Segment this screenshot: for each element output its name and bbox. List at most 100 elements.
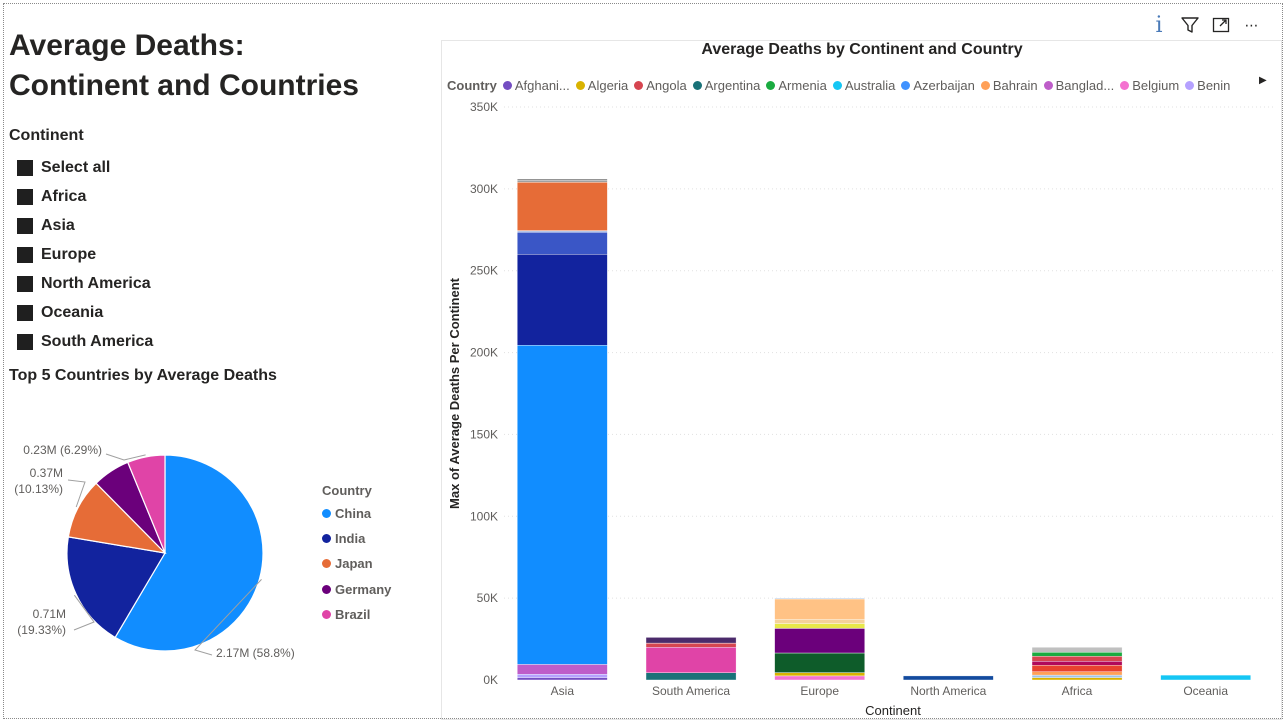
pie-chart-title: Top 5 Countries by Average Deaths [9,367,277,384]
x-tick-label: South America [652,684,730,698]
stacked-bar-chart[interactable]: 0K 50K 100K 150K 200K 250K 300K 350K Asia South A… [441,95,1283,720]
pie-legend-label: China [335,506,372,522]
bar-segment-asia[interactable] [517,344,608,665]
bar-segment-asia[interactable] [517,254,608,346]
bar-segment-africa[interactable] [1031,665,1123,672]
bar-segment-asia[interactable] [517,664,608,675]
bar-segment-oceania[interactable] [1160,674,1251,681]
legend-dot-icon [1043,80,1053,90]
bar-segment-asia[interactable] [517,677,608,681]
page-title-line1: Average Deaths: [9,29,245,62]
bar-legend-item[interactable]: Angola [634,78,687,93]
more-options-icon[interactable]: ⋯ [1244,16,1260,33]
pie-legend-label: India [335,531,366,547]
info-icon[interactable]: i [1155,12,1163,38]
bar-legend-item[interactable]: Algeria [575,78,628,93]
slicer-checkbox[interactable] [17,246,33,263]
bar-legend-label: Argentina [704,77,761,93]
legend-dot-icon [322,559,331,569]
bar-segment-africa[interactable] [1031,652,1123,657]
bar-segment-africa[interactable] [1031,647,1123,653]
bar-segment-south-america[interactable] [645,637,737,644]
pie-legend-item-china[interactable]: China [322,501,391,526]
pie-legend-item-japan[interactable]: Japan [322,551,391,576]
slicer-item-north-america[interactable]: North America [17,269,153,298]
bar-segment-asia[interactable] [517,230,608,233]
pie-slice-china[interactable] [114,454,264,652]
bar-segment-europe[interactable] [774,623,865,629]
bar-segment-asia[interactable] [517,674,608,678]
pie-legend-item-brazil[interactable]: Brazil [322,602,391,627]
bar-segment-europe[interactable] [774,598,865,620]
focus-mode-icon[interactable] [1210,12,1232,38]
slicer-checkbox[interactable] [17,304,33,321]
bar-segment-south-america[interactable] [645,672,737,681]
legend-next-arrow-icon[interactable]: ▶ [1259,75,1267,86]
bar-legend-label: Australia [844,77,896,93]
pie-chart[interactable]: 2.17M (58.8%) 0.71M (19.33%) 0.37M (10.13%) 0… [0,430,300,670]
slicer-item-europe[interactable]: Europe [17,240,153,269]
slicer-checkbox[interactable] [17,333,33,350]
slicer-item-africa[interactable]: Africa [17,182,153,211]
pie-data-label: 0.71M [33,607,66,621]
slicer-item-south-america[interactable]: South America [17,327,153,356]
slicer-checkbox[interactable] [17,275,33,292]
bar-segment-africa[interactable] [1031,656,1123,662]
bar-segment-africa[interactable] [1031,671,1123,676]
bar-segment-south-america[interactable] [645,647,737,673]
legend-dot-icon [322,584,331,594]
pie-leader-line [73,594,95,631]
bar-segment-asia[interactable] [517,231,608,255]
bar-segment-europe[interactable] [774,672,865,677]
bar-legend-item[interactable]: Azerbaijan [901,77,975,93]
pie-slice-india[interactable] [66,536,166,639]
bar-legend-label: Benin [1197,77,1231,93]
legend-dot-icon [322,509,331,519]
bar-segment-africa[interactable] [1031,674,1123,678]
pie-legend-label: Germany [335,581,392,597]
y-tick-label: 350K [470,100,498,114]
bar-segment-europe[interactable] [774,619,865,624]
bar-segment-europe[interactable] [774,628,865,654]
bar-segment-asia[interactable] [517,182,608,231]
slicer-item-select-all[interactable]: Select all [17,153,153,182]
continent-slicer-header: Continent [9,127,84,144]
bar-legend-item[interactable]: Armenia [766,78,827,93]
bar-legend-item[interactable]: Australia [832,77,896,93]
legend-dot-icon [634,80,644,90]
bar-legend-label: Azerbaijan [913,77,975,93]
pie-slice-brazil[interactable] [126,454,166,554]
filter-icon[interactable] [1179,12,1201,38]
continent-slicer: Select all Africa Asia Europe North America O… [17,153,153,356]
bar-legend-item[interactable]: Belgium [1120,78,1179,93]
slicer-item-oceania[interactable]: Oceania [17,298,153,327]
bar-legend-item[interactable]: Argentina [692,77,761,93]
legend-dot-icon [575,80,585,90]
bar-segment-asia[interactable] [517,180,608,183]
bar-segment-africa[interactable] [1031,661,1123,666]
pie-legend-title: Country [322,483,372,498]
bar-legend-item[interactable]: Afghani... [502,78,570,93]
bar-segment-south-america[interactable] [645,643,737,648]
page-title: Average Deaths: Continent and Countries [9,26,359,106]
pie-data-label-percent: (10.13%) [14,482,63,496]
slicer-checkbox[interactable] [17,217,33,234]
slicer-item-asia[interactable]: Asia [17,211,153,240]
bar-segment-asia[interactable] [517,178,608,181]
pie-legend-item-india[interactable]: India [322,526,391,551]
slicer-checkbox[interactable] [17,159,33,176]
y-tick-label: 0K [483,673,498,687]
bar-segment-europe[interactable] [774,675,865,681]
x-axis-title: Continent [865,703,921,718]
bar-segment-europe[interactable] [774,652,865,673]
bar-legend-item[interactable]: Benin [1185,78,1230,93]
bar-legend-item[interactable]: Banglad... [1043,78,1114,93]
pie-data-label: 0.23M (6.29%) [23,443,102,457]
bar-legend-item[interactable]: Bahrain [980,78,1038,93]
bar-segment-africa[interactable] [1031,677,1123,681]
legend-dot-icon [980,80,990,90]
bar-segment-europe[interactable] [774,597,865,600]
pie-legend-item-germany[interactable]: Germany [322,577,391,602]
slicer-checkbox[interactable] [17,188,33,205]
bar-segment-north-america[interactable] [903,675,994,681]
